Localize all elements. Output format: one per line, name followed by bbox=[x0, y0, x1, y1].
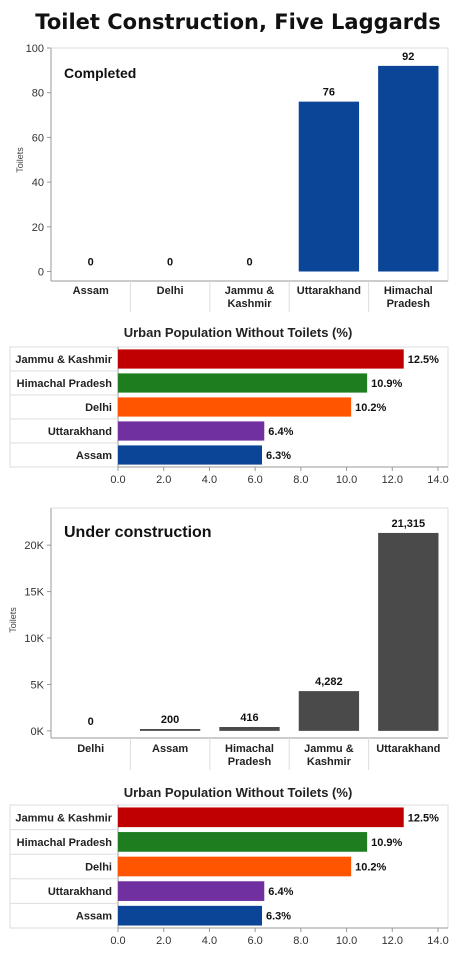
y-tick-label: 0K bbox=[31, 726, 45, 738]
x-tick-label: 0.0 bbox=[110, 935, 125, 947]
x-tick-label: 4.0 bbox=[202, 474, 217, 486]
panel-label: Completed bbox=[64, 65, 136, 81]
bar bbox=[298, 691, 360, 731]
bar bbox=[118, 856, 352, 877]
y-tick-label: 60 bbox=[32, 132, 44, 144]
y-axis-label: Toilets bbox=[8, 607, 18, 633]
x-category-label: Uttarakhand bbox=[297, 285, 361, 297]
bar-value-label: 6.4% bbox=[268, 426, 293, 438]
x-tick-label: 14.0 bbox=[427, 474, 448, 486]
y-category-label: Uttarakhand bbox=[48, 886, 112, 898]
bar bbox=[298, 101, 360, 272]
bar-value-label: 6.3% bbox=[266, 911, 291, 923]
x-category-label: Assam bbox=[73, 285, 109, 297]
x-category-label: Delhi bbox=[157, 285, 184, 297]
bar-value-label: 0 bbox=[88, 257, 94, 269]
y-tick-label: 100 bbox=[26, 43, 44, 55]
y-tick-label: 10K bbox=[24, 633, 44, 645]
bar-value-label: 10.2% bbox=[355, 862, 386, 874]
y-category-label: Assam bbox=[76, 911, 112, 923]
x-category-label: Pradesh bbox=[228, 756, 272, 768]
bar-value-label: 12.5% bbox=[408, 812, 439, 824]
x-tick-label: 12.0 bbox=[382, 935, 403, 947]
bar-value-label: 76 bbox=[323, 87, 335, 99]
x-tick-label: 10.0 bbox=[336, 474, 357, 486]
bar bbox=[378, 532, 439, 731]
x-category-label: Assam bbox=[152, 743, 188, 755]
x-tick-label: 0.0 bbox=[110, 474, 125, 486]
x-category-label: Himachal bbox=[225, 743, 274, 755]
y-category-label: Himachal Pradesh bbox=[17, 837, 113, 849]
bar-value-label: 6.3% bbox=[266, 450, 291, 462]
y-category-label: Uttarakhand bbox=[48, 426, 112, 438]
y-axis-label: Toilets bbox=[15, 147, 25, 173]
bar-value-label: 416 bbox=[240, 712, 258, 724]
chart-title: Urban Population Without Toilets (%) bbox=[124, 325, 353, 340]
bar bbox=[118, 421, 265, 441]
bar-value-label: 0 bbox=[167, 257, 173, 269]
y-tick-label: 40 bbox=[32, 177, 44, 189]
x-category-label: Jammu & bbox=[225, 285, 275, 297]
bar bbox=[118, 905, 262, 926]
bar bbox=[118, 807, 404, 828]
bar-value-label: 10.9% bbox=[371, 378, 402, 390]
bar bbox=[139, 729, 201, 731]
bar bbox=[118, 832, 368, 852]
bar bbox=[118, 445, 262, 465]
y-category-label: Himachal Pradesh bbox=[17, 378, 113, 390]
bar bbox=[219, 727, 280, 731]
x-tick-label: 6.0 bbox=[247, 474, 262, 486]
y-category-label: Delhi bbox=[85, 402, 112, 414]
page-title: Toilet Construction, Five Laggards bbox=[35, 10, 441, 34]
x-tick-label: 8.0 bbox=[293, 935, 308, 947]
bar bbox=[118, 349, 404, 369]
bar-value-label: 10.2% bbox=[355, 402, 386, 414]
bar-value-label: 21,315 bbox=[391, 518, 425, 530]
bar-value-label: 0 bbox=[246, 257, 252, 269]
x-tick-label: 10.0 bbox=[336, 935, 357, 947]
y-tick-label: 15K bbox=[24, 587, 44, 599]
x-category-label: Uttarakhand bbox=[376, 743, 440, 755]
y-category-label: Assam bbox=[76, 450, 112, 462]
x-tick-label: 6.0 bbox=[247, 935, 262, 947]
x-tick-label: 12.0 bbox=[382, 474, 403, 486]
bar-value-label: 6.4% bbox=[268, 886, 293, 898]
x-category-label: Jammu & bbox=[304, 743, 354, 755]
x-tick-label: 14.0 bbox=[427, 935, 448, 947]
y-tick-label: 5K bbox=[31, 679, 45, 691]
bar-value-label: 12.5% bbox=[408, 354, 439, 366]
bar bbox=[118, 881, 265, 901]
y-category-label: Delhi bbox=[85, 862, 112, 874]
x-category-label: Pradesh bbox=[387, 298, 431, 310]
x-category-label: Himachal bbox=[384, 285, 433, 297]
bar-value-label: 0 bbox=[88, 716, 94, 728]
y-tick-label: 20 bbox=[32, 222, 44, 234]
x-category-label: Kashmir bbox=[227, 298, 272, 310]
bar bbox=[118, 397, 352, 417]
y-tick-label: 20K bbox=[24, 540, 44, 552]
y-tick-label: 80 bbox=[32, 88, 44, 100]
x-tick-label: 2.0 bbox=[156, 474, 171, 486]
bar-value-label: 10.9% bbox=[371, 837, 402, 849]
panel-label: Under construction bbox=[64, 524, 212, 541]
bar bbox=[118, 373, 368, 393]
chart-title: Urban Population Without Toilets (%) bbox=[124, 785, 353, 800]
y-category-label: Jammu & Kashmir bbox=[15, 812, 112, 824]
bar-value-label: 92 bbox=[402, 51, 414, 63]
bar bbox=[378, 65, 439, 272]
bar-value-label: 4,282 bbox=[315, 676, 343, 688]
y-tick-label: 0 bbox=[38, 267, 44, 279]
x-tick-label: 8.0 bbox=[293, 474, 308, 486]
x-category-label: Delhi bbox=[77, 743, 104, 755]
x-tick-label: 2.0 bbox=[156, 935, 171, 947]
x-tick-label: 4.0 bbox=[202, 935, 217, 947]
y-category-label: Jammu & Kashmir bbox=[15, 354, 112, 366]
x-category-label: Kashmir bbox=[307, 756, 352, 768]
bar-value-label: 200 bbox=[161, 714, 179, 726]
